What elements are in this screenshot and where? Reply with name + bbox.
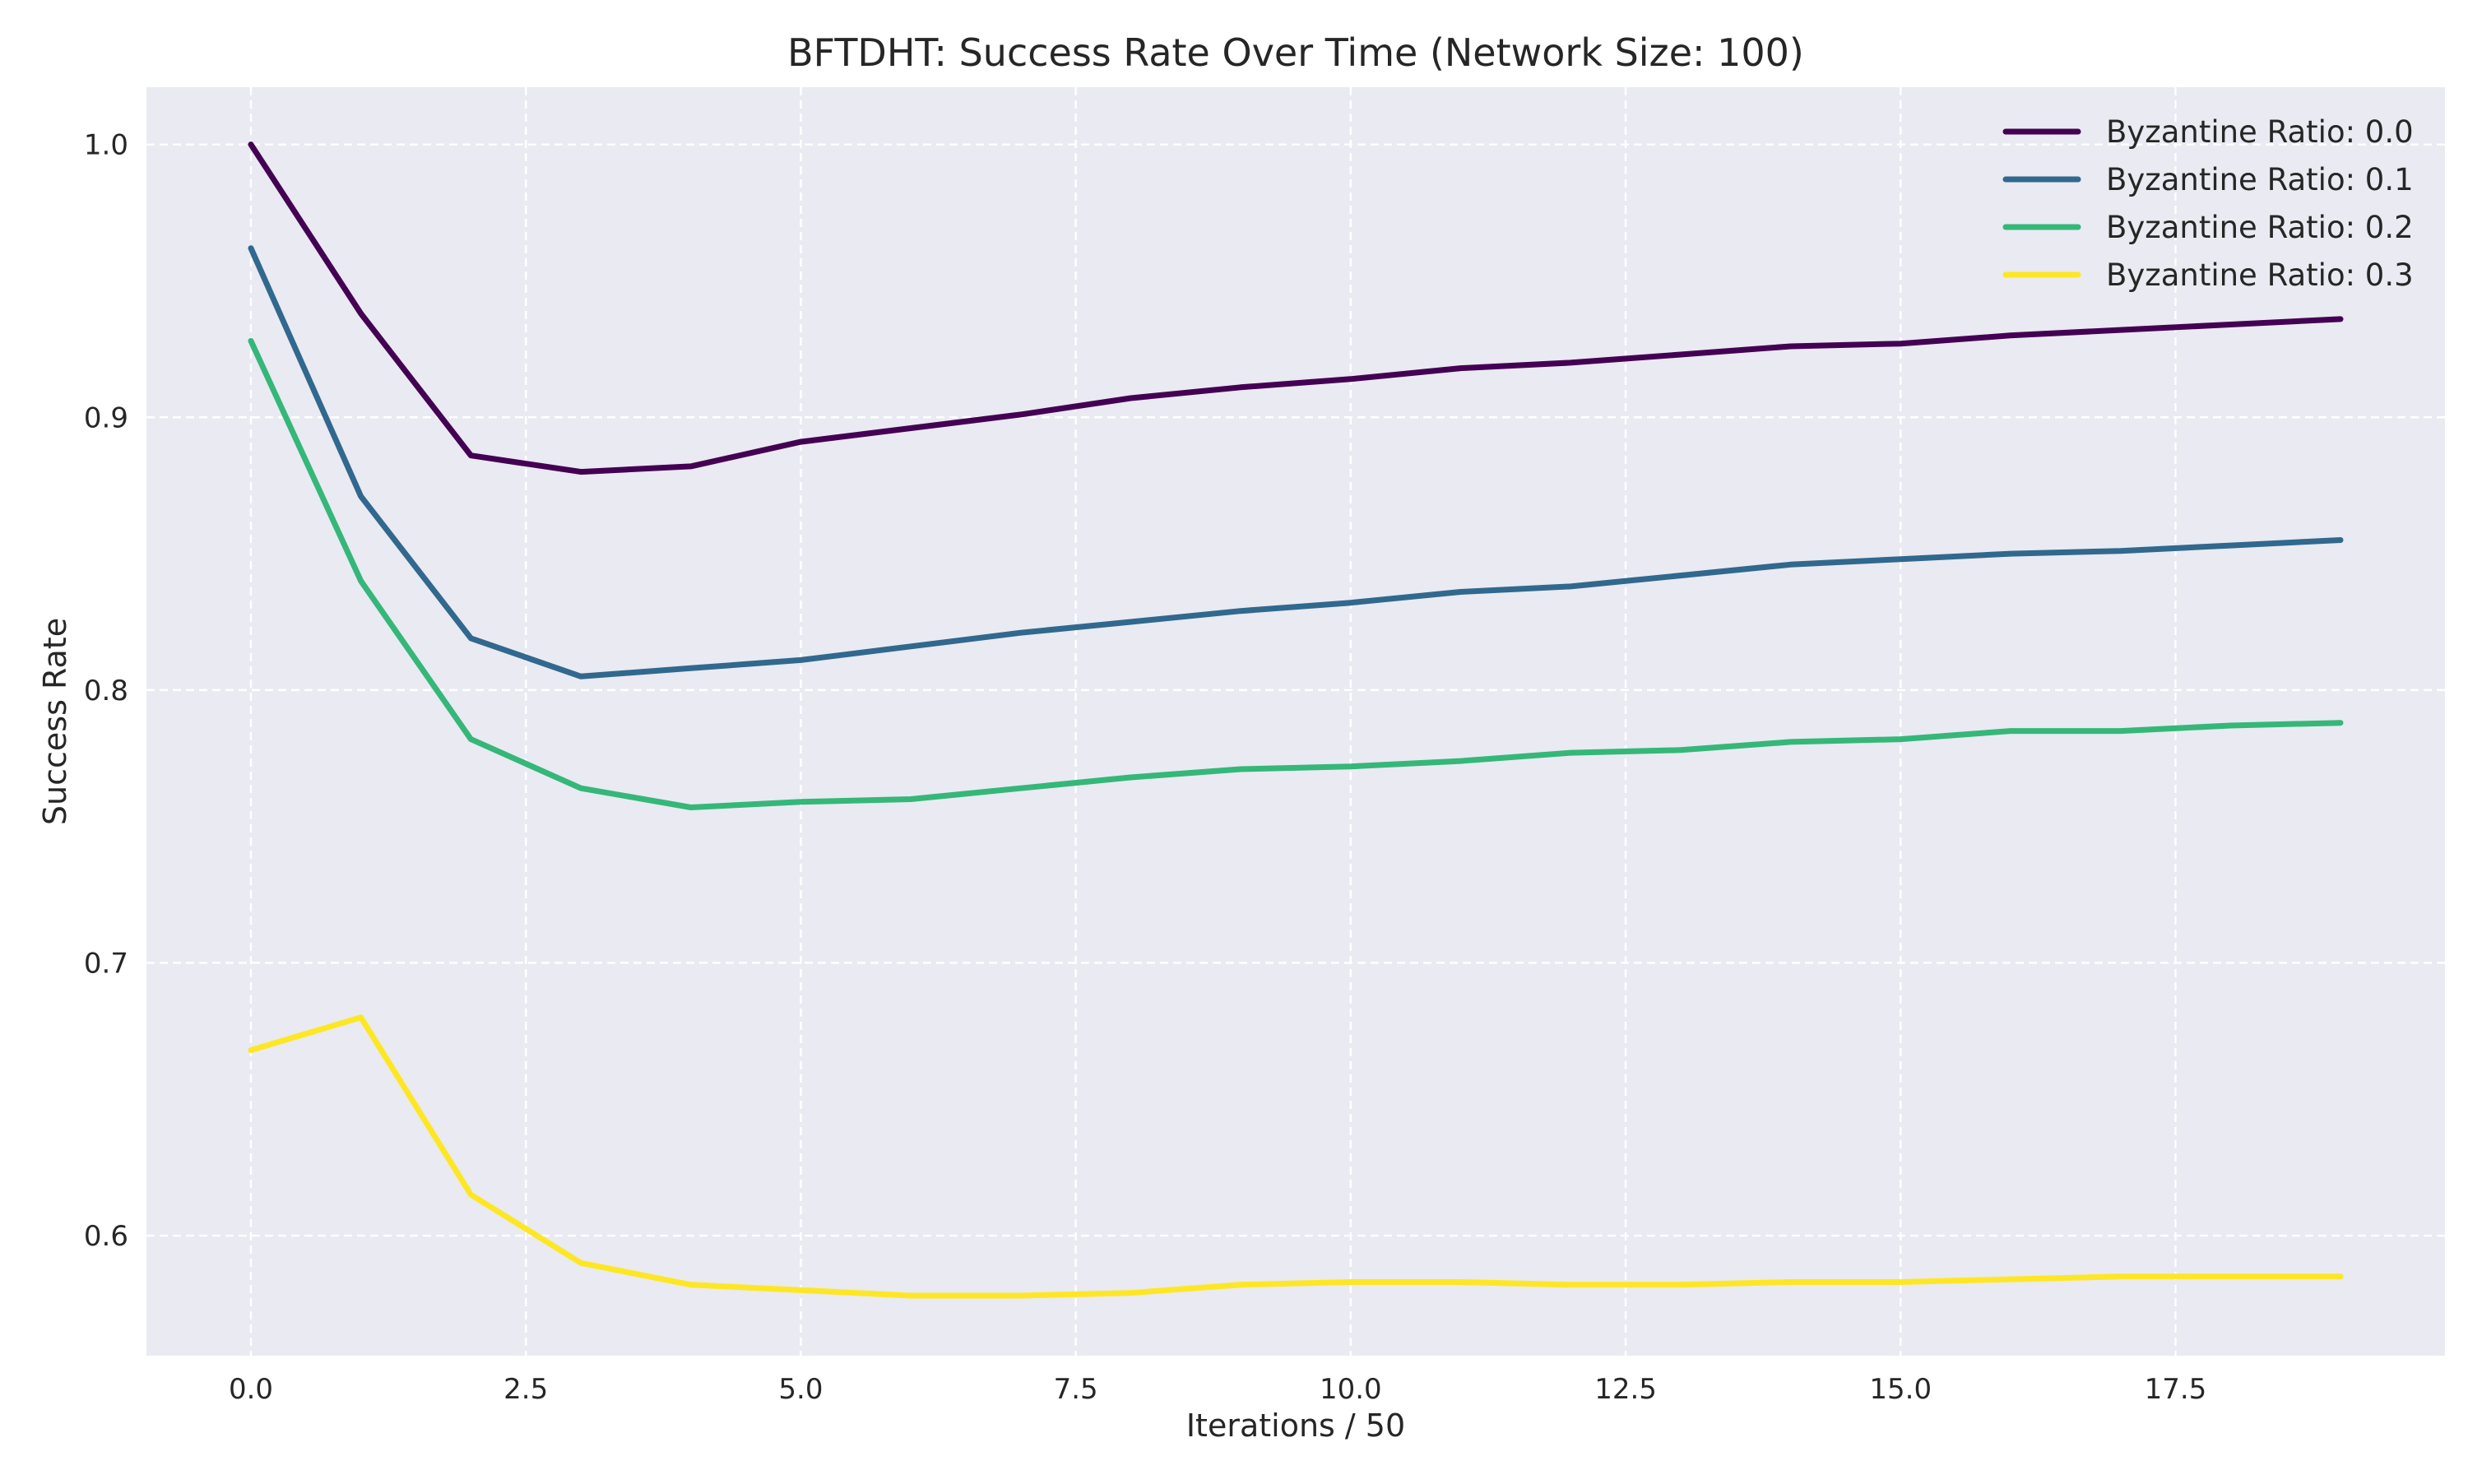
series-line-2	[248, 337, 2344, 810]
plot-area	[146, 87, 2445, 1356]
y-tick-label: 0.9	[84, 401, 128, 434]
x-axis-title: Iterations / 50	[1186, 1407, 1405, 1444]
x-axis-ticks: 0.0 2.5 5.0 7.5 10.0 12.5 15.0 17.5	[229, 1373, 2206, 1406]
y-axis-ticks: 0.6 0.7 0.8 0.9 1.0	[84, 129, 128, 1253]
series-lines	[248, 141, 2344, 1299]
x-tick-label: 12.5	[1594, 1373, 1657, 1406]
series-line-0	[248, 141, 2344, 475]
x-tick-label: 7.5	[1054, 1373, 1098, 1406]
grid-lines	[146, 87, 2445, 1356]
legend-label-3: Byzantine Ratio: 0.3	[2106, 257, 2414, 293]
chart-title: BFTDHT: Success Rate Over Time (Network …	[787, 30, 1804, 75]
legend-label-0: Byzantine Ratio: 0.0	[2106, 114, 2414, 150]
y-tick-label: 0.8	[84, 675, 128, 707]
series-line-1	[248, 245, 2344, 679]
y-tick-label: 0.6	[84, 1220, 128, 1253]
legend-label-1: Byzantine Ratio: 0.1	[2106, 162, 2414, 197]
x-tick-label: 17.5	[2145, 1373, 2207, 1406]
x-tick-label: 10.0	[1320, 1373, 1382, 1406]
x-tick-label: 5.0	[778, 1373, 823, 1406]
x-tick-label: 0.0	[229, 1373, 273, 1406]
x-tick-label: 15.0	[1869, 1373, 1932, 1406]
x-tick-label: 2.5	[503, 1373, 548, 1406]
legend: Byzantine Ratio: 0.0 Byzantine Ratio: 0.1…	[2002, 114, 2414, 293]
y-tick-label: 1.0	[84, 129, 128, 162]
series-line-3	[248, 1014, 2344, 1299]
legend-label-2: Byzantine Ratio: 0.2	[2106, 210, 2414, 245]
y-tick-label: 0.7	[84, 947, 128, 980]
y-axis-title: Success Rate	[37, 618, 73, 825]
